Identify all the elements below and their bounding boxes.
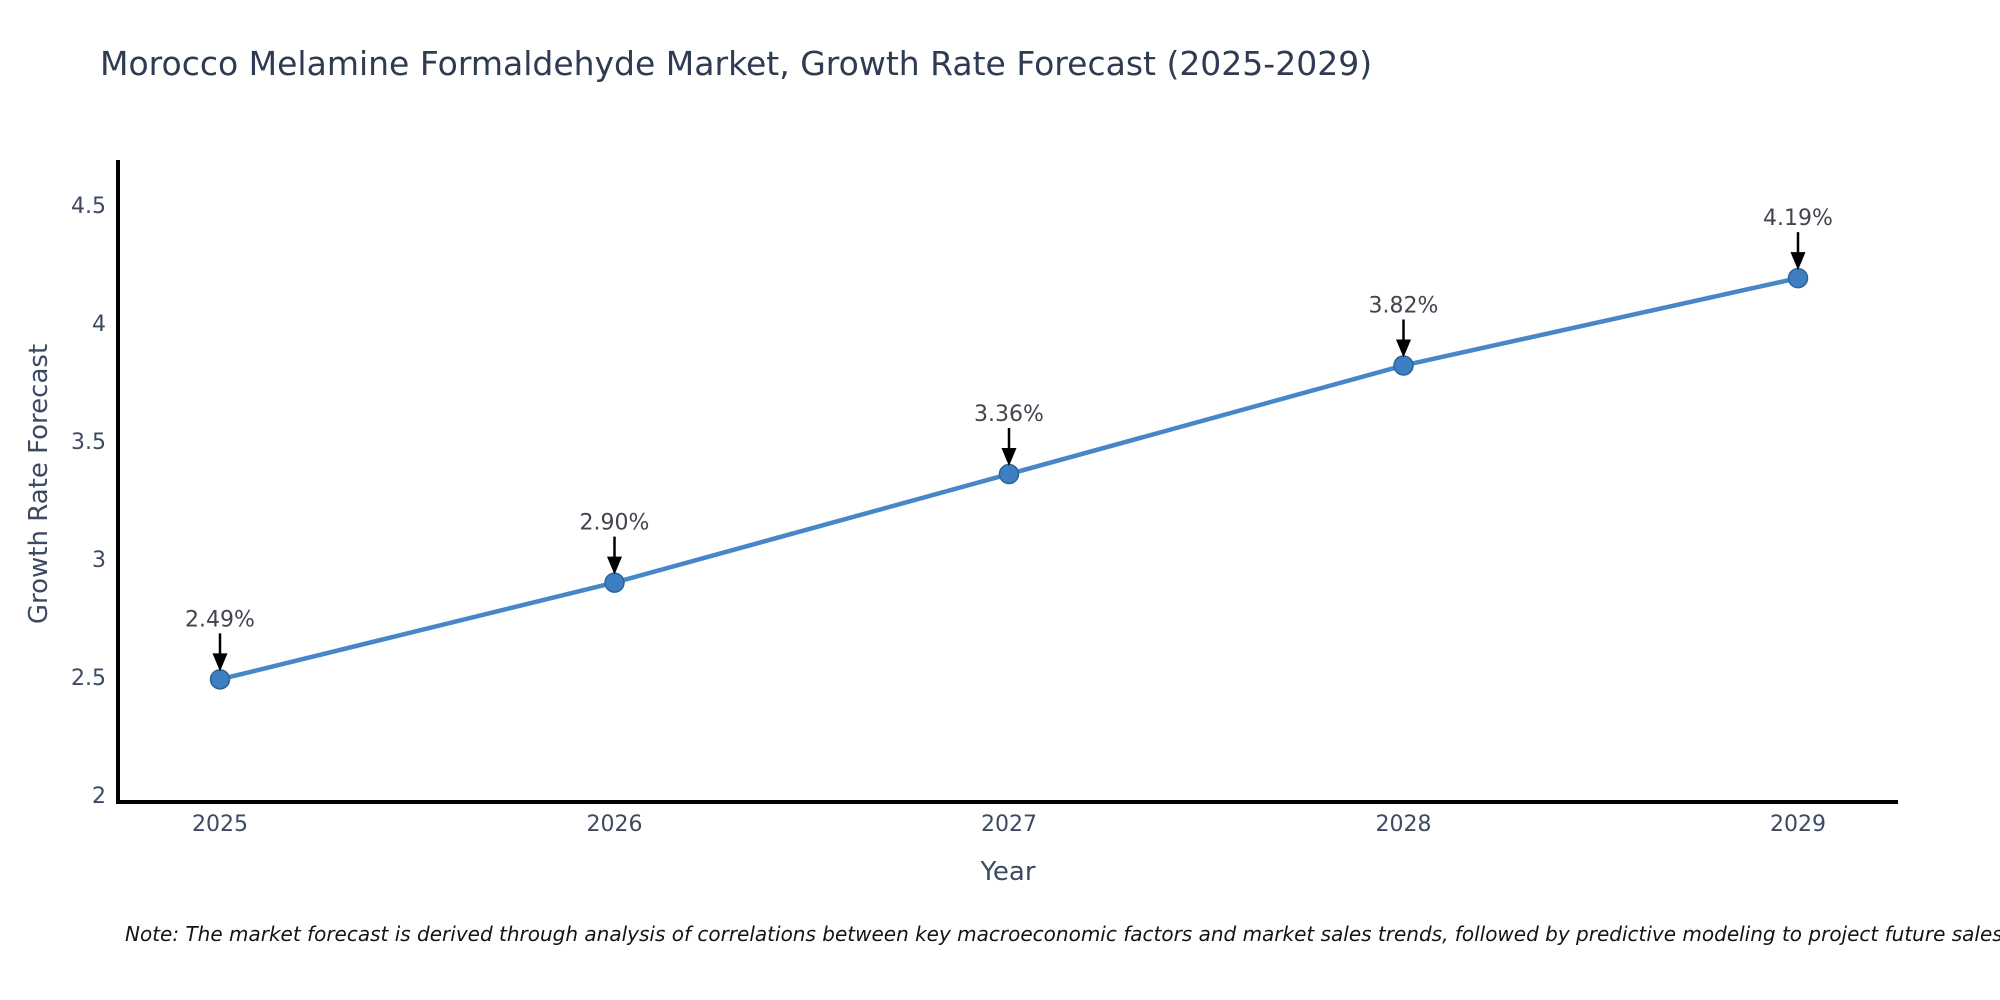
annotation-arrow-head (607, 556, 622, 575)
data-point-marker (1393, 355, 1414, 376)
data-point-marker (209, 669, 231, 690)
y-tick-label: 2.5 (71, 666, 106, 691)
x-tick-label: 2025 (192, 812, 248, 837)
point-value-label: 3.82% (1369, 293, 1439, 318)
x-tick-label: 2027 (981, 812, 1037, 837)
point-value-label: 2.90% (580, 511, 650, 536)
annotation-arrow-head (212, 653, 228, 672)
data-point-marker (1787, 267, 1809, 289)
x-tick-label: 2029 (1770, 812, 1826, 837)
x-tick-label: 2028 (1376, 812, 1432, 837)
annotation-arrow-head (1396, 339, 1411, 358)
chart-title: Morocco Melamine Formaldehyde Market, Gr… (100, 44, 1373, 83)
point-value-label: 2.49% (185, 607, 255, 632)
y-tick-label: 3 (92, 548, 106, 573)
annotation-arrow-head (1001, 448, 1017, 467)
x-axis-title: Year (980, 857, 1036, 887)
y-tick-label: 2 (92, 784, 106, 809)
point-value-label: 4.19% (1763, 206, 1833, 231)
y-axis-title: Growth Rate Forecast (24, 343, 54, 625)
point-value-label: 3.36% (974, 402, 1044, 427)
y-tick-label: 3.5 (71, 430, 106, 455)
footnote: Note: The market forecast is derived thr… (125, 922, 2000, 946)
axis-spines (116, 160, 1898, 804)
y-tick-label: 4 (92, 312, 106, 337)
annotation-arrow-head (1790, 252, 1806, 271)
y-tick-label: 4.5 (71, 194, 106, 219)
data-point-marker (998, 463, 1020, 485)
x-tick-label: 2026 (587, 812, 643, 837)
data-point-marker (604, 572, 625, 593)
